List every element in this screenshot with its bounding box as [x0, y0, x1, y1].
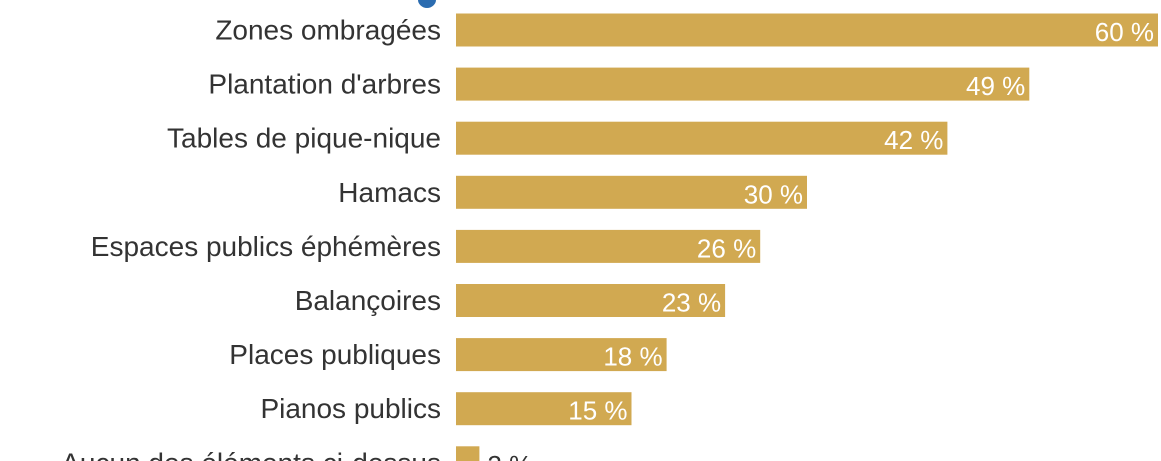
- category-label: Balançoires: [295, 285, 441, 316]
- category-label: Aucun des éléments ci-dessus: [61, 447, 441, 461]
- bar: [456, 446, 480, 461]
- bar: [456, 338, 667, 372]
- category-label: Tables de pique-nique: [167, 123, 441, 154]
- value-label: 2 %: [487, 450, 532, 461]
- category-label: Espaces publics éphémères: [91, 231, 441, 262]
- bars-layer: Zones ombragées 60 % Plantation d'arbres 49…: [61, 13, 1158, 461]
- bar: [456, 67, 1030, 101]
- value-label: 26 %: [697, 233, 756, 263]
- bar-row: Balançoires 23 %: [295, 284, 726, 318]
- value-label: 15 %: [568, 396, 627, 426]
- category-label: Plantation d'arbres: [208, 69, 441, 100]
- value-label: 30 %: [744, 179, 803, 209]
- category-label: Places publiques: [229, 339, 441, 370]
- bar-row: Espaces publics éphémères 26 %: [91, 229, 761, 263]
- value-label: 23 %: [662, 288, 721, 318]
- bar: [456, 284, 726, 317]
- bar: [456, 13, 1158, 47]
- category-label: Zones ombragées: [215, 15, 441, 46]
- bar-row: Places publiques 18 %: [229, 338, 667, 372]
- bar-row: Plantation d'arbres 49 %: [208, 67, 1030, 101]
- value-label: 42 %: [884, 125, 943, 155]
- bar-row: Hamacs 30 %: [338, 175, 807, 209]
- title-fragment: [418, 0, 436, 8]
- bar: [456, 229, 761, 263]
- bar-row: Pianos publics 15 %: [260, 392, 632, 426]
- category-label: Hamacs: [338, 177, 441, 208]
- value-label: 49 %: [966, 71, 1025, 101]
- bar: [456, 175, 807, 209]
- bar: [456, 121, 948, 155]
- category-label: Pianos publics: [260, 393, 441, 424]
- bar-row: Aucun des éléments ci-dessus 2 %: [61, 446, 532, 461]
- bar: [456, 392, 632, 426]
- value-label: 60 %: [1095, 17, 1154, 47]
- value-label: 18 %: [603, 342, 662, 372]
- bar-row: Tables de pique-nique 42 %: [167, 121, 948, 155]
- bar-row: Zones ombragées 60 %: [215, 13, 1158, 47]
